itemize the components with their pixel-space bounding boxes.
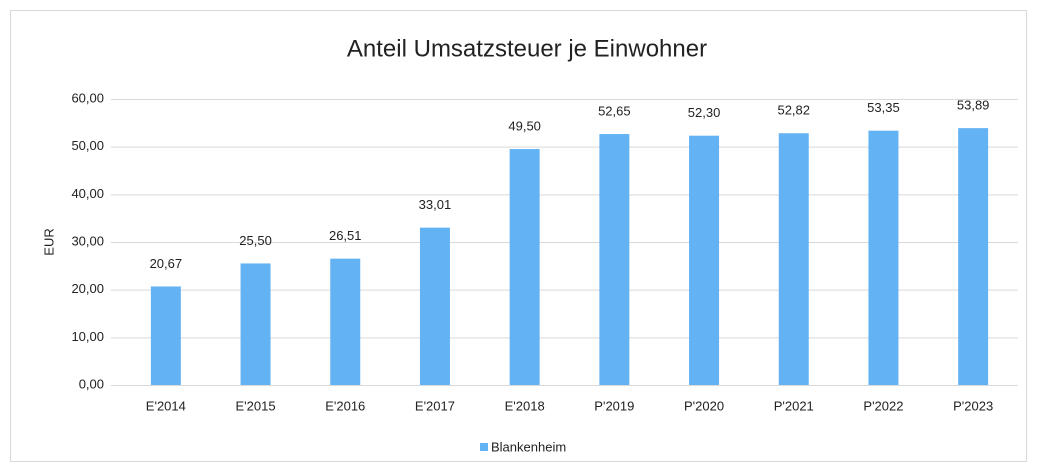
x-tick-label: P'2021 xyxy=(774,398,814,413)
x-tick-label: P'2022 xyxy=(863,398,903,413)
bar xyxy=(599,134,630,385)
x-tick-label: E'2016 xyxy=(325,398,365,413)
data-label: 49,50 xyxy=(508,118,541,133)
chart-title: Anteil Umsatzsteuer je Einwohner xyxy=(347,35,707,62)
legend-swatch xyxy=(480,443,488,451)
x-tick-label: P'2020 xyxy=(684,398,724,413)
data-label: 26,51 xyxy=(329,228,362,243)
y-axis-label: EUR xyxy=(41,228,56,255)
x-tick-label: E'2017 xyxy=(415,398,455,413)
x-tick-label: E'2014 xyxy=(146,398,186,413)
bar xyxy=(509,149,540,385)
x-tick-label: P'2019 xyxy=(594,398,634,413)
bar xyxy=(868,130,899,385)
x-tick-label: P'2023 xyxy=(953,398,993,413)
data-label: 20,67 xyxy=(150,256,183,271)
bar xyxy=(689,135,720,385)
bar xyxy=(240,263,271,385)
y-tick-label: 40,00 xyxy=(71,186,104,201)
bar xyxy=(150,286,181,385)
data-label: 52,65 xyxy=(598,103,631,118)
y-tick-label: 60,00 xyxy=(71,90,104,105)
x-tick-label: E'2018 xyxy=(505,398,545,413)
y-tick-label: 10,00 xyxy=(71,329,104,344)
bar xyxy=(958,128,989,385)
bar xyxy=(330,258,361,385)
data-label: 52,30 xyxy=(688,105,721,120)
y-tick-label: 50,00 xyxy=(71,138,104,153)
bar xyxy=(419,227,450,385)
data-label: 25,50 xyxy=(239,233,272,248)
data-label: 52,82 xyxy=(777,103,810,118)
y-tick-label: 0,00 xyxy=(79,376,104,391)
legend-label: Blankenheim xyxy=(491,439,566,454)
y-tick-label: 20,00 xyxy=(71,281,104,296)
y-tick-label: 30,00 xyxy=(71,233,104,248)
x-tick-label: E'2015 xyxy=(236,398,276,413)
data-label: 53,89 xyxy=(957,98,990,113)
data-label: 33,01 xyxy=(419,197,452,212)
bar xyxy=(778,133,809,385)
data-label: 53,35 xyxy=(867,100,900,115)
